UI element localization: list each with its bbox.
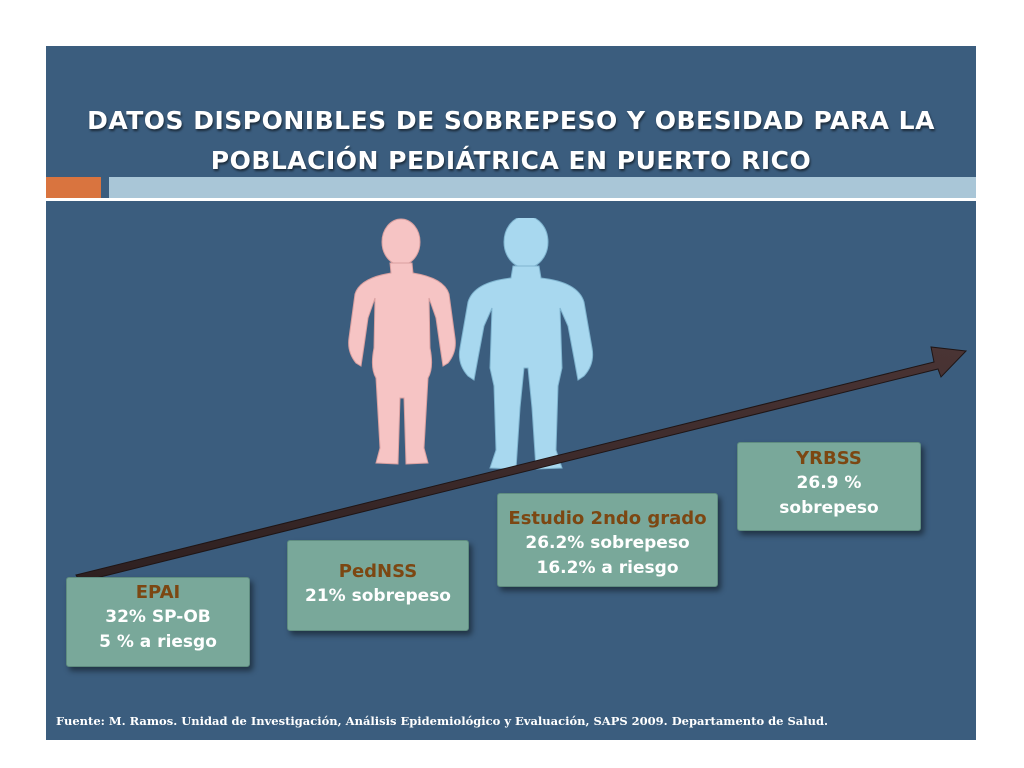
data-box-epai: EPAI 32% SP-OB 5 % a riesgo — [66, 577, 250, 667]
trend-arrow-icon — [75, 346, 968, 583]
male-figure-icon — [458, 218, 594, 470]
data-box-pednss: PedNSS 21% sobrepeso — [287, 540, 469, 631]
box-value: 26.2% sobrepeso — [525, 533, 690, 553]
female-figure-icon — [348, 218, 456, 465]
box-heading: EPAI — [135, 582, 181, 603]
accent-bar-blue — [109, 177, 976, 198]
accent-bar-orange — [46, 177, 101, 198]
box-heading: YRBSS — [796, 448, 862, 469]
box-value: 16.2% a riesgo — [536, 558, 679, 578]
title-line-2: POBLACIÓN PEDIÁTRICA EN PUERTO RICO — [210, 146, 812, 175]
box-value: 26.9 % — [796, 473, 862, 493]
data-box-estudio-2ndo-grado: Estudio 2ndo grado 26.2% sobrepeso 16.2%… — [497, 493, 718, 587]
box-heading: PedNSS — [338, 561, 418, 582]
box-value: 5 % a riesgo — [99, 632, 217, 652]
source-citation: Fuente: M. Ramos. Unidad de Investigació… — [56, 714, 829, 728]
slide: DATOS DISPONIBLES DE SOBREPESO Y OBESIDA… — [46, 46, 976, 740]
data-box-yrbss: YRBSS 26.9 % sobrepeso — [737, 442, 921, 531]
title-line-1: DATOS DISPONIBLES DE SOBREPESO Y OBESIDA… — [87, 106, 935, 135]
human-figures — [348, 218, 594, 470]
title-divider — [46, 198, 976, 201]
title-block: DATOS DISPONIBLES DE SOBREPESO Y OBESIDA… — [46, 46, 976, 176]
box-value: sobrepeso — [779, 498, 879, 518]
box-heading: Estudio 2ndo grado — [508, 508, 707, 529]
box-value: 21% sobrepeso — [305, 586, 451, 606]
box-value: 32% SP-OB — [105, 607, 211, 627]
